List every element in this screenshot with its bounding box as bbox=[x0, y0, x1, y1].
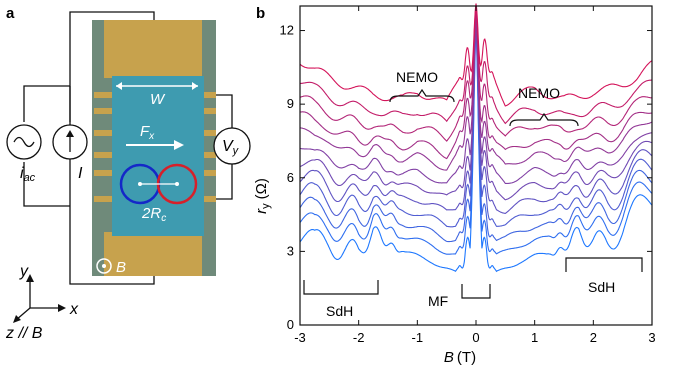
panel-b-label: b bbox=[256, 5, 265, 22]
nemo-left-label: NEMO bbox=[396, 69, 438, 85]
b-field-icon bbox=[96, 258, 112, 274]
series-line bbox=[299, 17, 653, 201]
voltmeter-icon bbox=[213, 127, 251, 165]
y-axis-title: ry(Ω) bbox=[253, 178, 272, 214]
nemo-right-label: NEMO bbox=[518, 85, 560, 101]
annotation-brackets bbox=[303, 88, 643, 299]
bottom-contact bbox=[104, 232, 202, 276]
force-label: Fx bbox=[140, 123, 155, 142]
sdh-left-label: SdH bbox=[326, 303, 353, 319]
plot-frame bbox=[299, 5, 653, 326]
width-label: W bbox=[150, 91, 166, 108]
y-axis-label: y bbox=[19, 263, 29, 280]
x-tick-label: -1 bbox=[412, 330, 424, 345]
diameter-label: 2Rc bbox=[141, 205, 166, 224]
panel-a: a W bbox=[5, 5, 251, 342]
series-line bbox=[299, 14, 653, 214]
series-line bbox=[299, 13, 653, 228]
b-field-label: B bbox=[116, 259, 126, 276]
series-line bbox=[299, 17, 653, 255]
channel bbox=[112, 76, 204, 236]
series-line bbox=[299, 3, 653, 107]
x-tick-label: 0 bbox=[472, 330, 479, 345]
x-tick-label: 3 bbox=[648, 330, 655, 345]
series-line bbox=[299, 15, 653, 243]
nemo-right-brace bbox=[509, 112, 579, 127]
z-axis-label: z // B bbox=[5, 325, 43, 342]
series-line bbox=[299, 21, 653, 273]
x-tick-label: -3 bbox=[294, 330, 306, 345]
x-tick-label: 1 bbox=[531, 330, 538, 345]
x-tick-label: 2 bbox=[590, 330, 597, 345]
x-tick-label: -2 bbox=[353, 330, 365, 345]
device-photo: W Fx 2Rc B bbox=[92, 20, 216, 276]
y-tick-label: 0 bbox=[287, 317, 294, 332]
nemo-left-brace bbox=[389, 88, 455, 103]
y-tick-label: 3 bbox=[287, 243, 294, 258]
side-leads bbox=[94, 92, 216, 202]
mf-bracket bbox=[461, 284, 491, 299]
coordinate-axes bbox=[15, 278, 62, 321]
y-tick-label: 12 bbox=[280, 23, 294, 38]
current-label: I bbox=[78, 165, 83, 182]
panel-a-label: a bbox=[6, 5, 15, 22]
sdh-left-bracket bbox=[303, 280, 379, 295]
top-contact bbox=[104, 20, 202, 78]
ac-source-label: iac bbox=[20, 165, 36, 184]
y-tick-label: 9 bbox=[287, 96, 294, 111]
sdh-right-label: SdH bbox=[588, 279, 615, 295]
x-axis-title: B (T) bbox=[444, 349, 476, 366]
circuit bbox=[23, 11, 233, 285]
x-axis-label: x bbox=[69, 301, 79, 318]
mf-label: MF bbox=[428, 293, 448, 309]
y-tick-label: 6 bbox=[287, 170, 294, 185]
voltmeter-label: Vy bbox=[222, 138, 240, 157]
sdh-right-bracket bbox=[565, 257, 643, 272]
